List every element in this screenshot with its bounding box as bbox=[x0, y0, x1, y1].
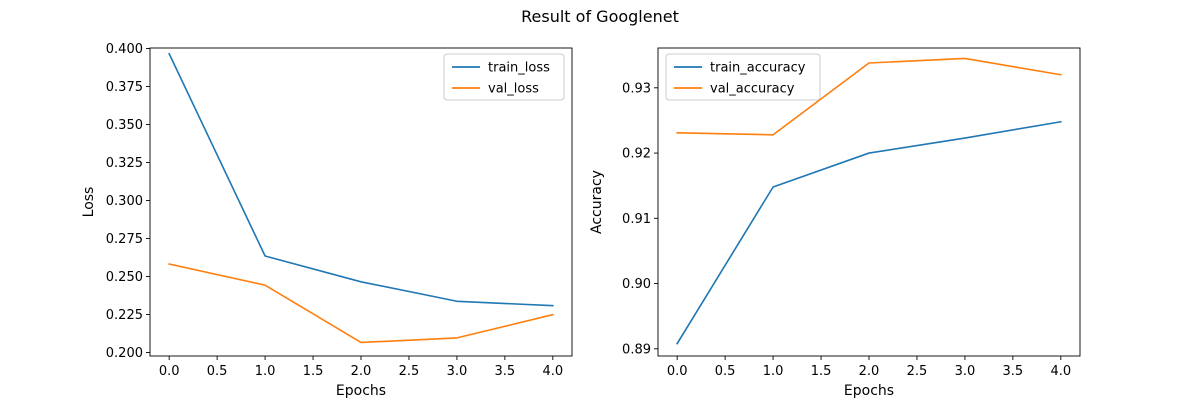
x-tick-label: 3.0 bbox=[955, 364, 976, 379]
y-tick-label: 0.89 bbox=[622, 342, 651, 357]
y-tick-label: 0.92 bbox=[622, 147, 651, 162]
x-tick-label: 3.5 bbox=[1003, 364, 1024, 379]
x-tick-label: 1.0 bbox=[763, 364, 784, 379]
x-tick-label: 0.5 bbox=[715, 364, 736, 379]
legend-label-train_accuracy: train_accuracy bbox=[710, 61, 806, 76]
series-line-val_accuracy bbox=[676, 57, 1062, 136]
legend: train_loss val_loss bbox=[443, 53, 565, 101]
x-tick-label: 0.5 bbox=[207, 364, 228, 379]
x-tick-label: 0.0 bbox=[159, 364, 180, 379]
series-line-train_accuracy bbox=[676, 120, 1062, 345]
legend-label-train_loss: train_loss bbox=[488, 61, 550, 76]
x-tick-label: 1.0 bbox=[255, 364, 276, 379]
x-tick-label: 2.0 bbox=[859, 364, 880, 379]
x-tick-label: 4.0 bbox=[542, 364, 563, 379]
x-axis-label: Epochs bbox=[336, 383, 386, 399]
x-tick-label: 2.5 bbox=[399, 364, 420, 379]
y-tick-label: 0.275 bbox=[106, 232, 143, 247]
y-tick-label: 0.93 bbox=[622, 81, 651, 96]
x-tick-label: 0.0 bbox=[667, 364, 688, 379]
x-axis-label: Epochs bbox=[844, 383, 894, 399]
y-axis-label: Loss bbox=[81, 187, 97, 218]
x-tick-label: 1.5 bbox=[303, 364, 324, 379]
y-tick-label: 0.90 bbox=[622, 277, 651, 292]
x-tick-label: 2.0 bbox=[351, 364, 372, 379]
legend-label-val_loss: val_loss bbox=[488, 82, 539, 97]
accuracy-chart: 0.0 0.5 1.0 1.5 2.0 2.5 3.0 3.5 4.0 0.89 0.90 0.91 0… bbox=[589, 47, 1081, 399]
x-tick-label: 1.5 bbox=[811, 364, 832, 379]
figure-title: Result of Googlenet bbox=[521, 7, 679, 26]
y-tick-label: 0.225 bbox=[106, 308, 143, 323]
series-line-train_loss bbox=[168, 52, 554, 307]
y-tick-label: 0.350 bbox=[106, 118, 143, 133]
y-axis-label: Accuracy bbox=[589, 170, 605, 234]
y-tick-label: 0.250 bbox=[106, 270, 143, 285]
x-tick-label: 4.0 bbox=[1050, 364, 1071, 379]
y-tick-label: 0.325 bbox=[106, 156, 143, 171]
legend: train_accuracy val_accuracy bbox=[665, 53, 821, 101]
y-tick-label: 0.200 bbox=[106, 346, 143, 361]
y-tick-label: 0.375 bbox=[106, 80, 143, 95]
y-tick-label: 0.91 bbox=[622, 212, 651, 227]
x-tick-label: 3.5 bbox=[495, 364, 516, 379]
series-line-val_loss bbox=[168, 263, 554, 344]
legend-box bbox=[665, 53, 821, 101]
y-tick-label: 0.300 bbox=[106, 194, 143, 209]
loss-chart: 0.0 0.5 1.0 1.5 2.0 2.5 3.0 3.5 4.0 0.200 0.225 0.2… bbox=[81, 42, 573, 399]
legend-label-val_accuracy: val_accuracy bbox=[710, 82, 795, 97]
y-tick-label: 0.400 bbox=[106, 42, 143, 57]
x-tick-label: 2.5 bbox=[907, 364, 928, 379]
x-tick-label: 3.0 bbox=[447, 364, 468, 379]
